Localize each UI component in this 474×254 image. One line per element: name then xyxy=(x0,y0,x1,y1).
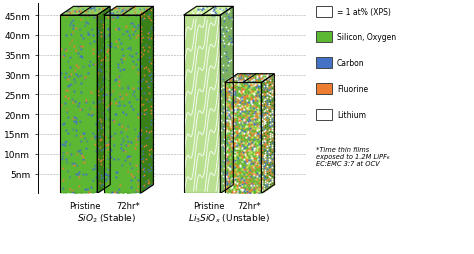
Text: Fluorine: Fluorine xyxy=(337,85,368,93)
Text: 72hr*: 72hr* xyxy=(117,202,140,211)
Text: *Time thin films
exposed to 1.2M LiPF₆
EC:EMC 3:7 at OCV: *Time thin films exposed to 1.2M LiPF₆ E… xyxy=(317,146,390,166)
Bar xyxy=(225,83,261,194)
Polygon shape xyxy=(61,7,110,16)
Text: Pristine: Pristine xyxy=(70,202,101,211)
Text: $Li_3SiO_x$ (Unstable): $Li_3SiO_x$ (Unstable) xyxy=(188,211,270,224)
Polygon shape xyxy=(225,74,274,83)
Bar xyxy=(317,32,332,43)
Bar xyxy=(61,16,97,194)
Bar xyxy=(317,7,332,18)
Bar xyxy=(61,16,97,194)
Bar xyxy=(183,16,220,194)
Polygon shape xyxy=(261,74,274,194)
Polygon shape xyxy=(97,7,110,194)
Text: Silicon, Oxygen: Silicon, Oxygen xyxy=(337,33,396,42)
Bar xyxy=(183,16,220,194)
Bar xyxy=(225,83,261,194)
Text: 72hr*: 72hr* xyxy=(237,202,261,211)
Bar xyxy=(317,109,332,120)
Polygon shape xyxy=(220,7,233,194)
Bar xyxy=(104,16,140,194)
Polygon shape xyxy=(104,7,154,16)
Bar xyxy=(317,84,332,94)
Bar xyxy=(317,58,332,69)
Polygon shape xyxy=(140,7,154,194)
Text: Lithium: Lithium xyxy=(337,110,366,119)
Text: $SiO_2$ (Stable): $SiO_2$ (Stable) xyxy=(77,211,137,224)
Bar xyxy=(104,16,140,194)
Text: Carbon: Carbon xyxy=(337,59,365,68)
Text: = 1 at% (XPS): = 1 at% (XPS) xyxy=(337,8,391,17)
Polygon shape xyxy=(183,7,233,16)
Text: Pristine: Pristine xyxy=(193,202,224,211)
